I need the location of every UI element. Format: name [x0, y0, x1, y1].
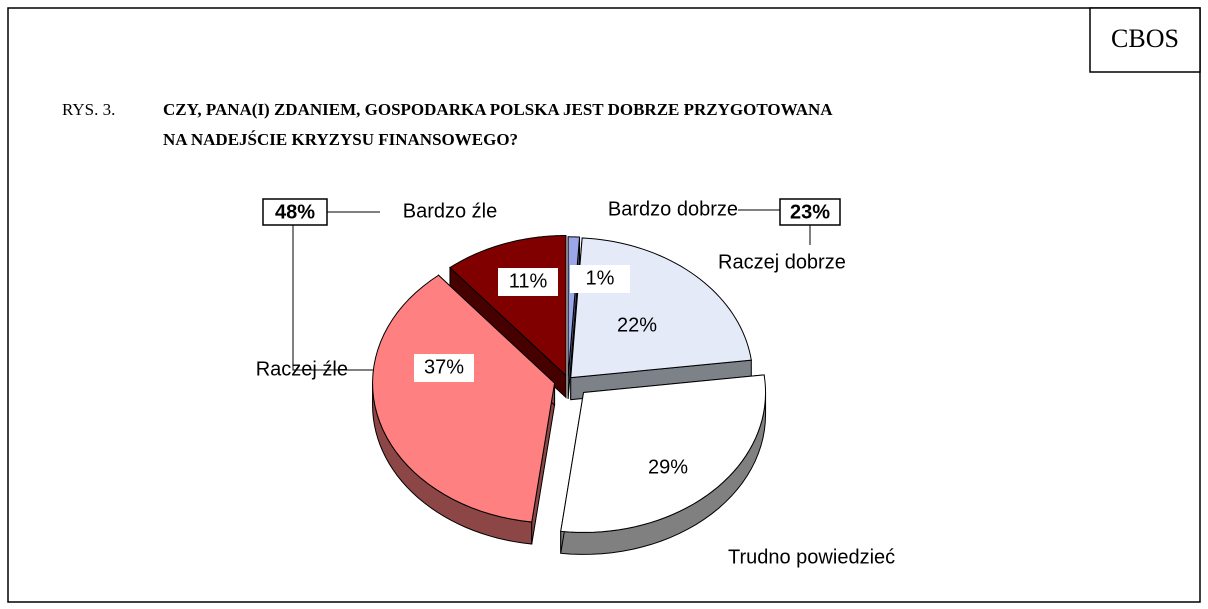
group-total: 23%: [790, 201, 830, 223]
category-label: Raczej dobrze: [718, 251, 846, 273]
category-label: Raczej źle: [256, 358, 348, 380]
category-label: Trudno powiedzieć: [728, 546, 895, 568]
value-label-bg: [414, 354, 474, 382]
source-box: [1089, 7, 1201, 73]
connector: [292, 225, 380, 371]
group-total-box: [779, 198, 841, 226]
chart-title: CZY, PANA(I) ZDANIEM, GOSPODARKA POLSKA …: [163, 100, 833, 119]
group-total-box: [262, 198, 328, 226]
category-label: Bardzo dobrze: [608, 198, 738, 220]
value-label-bg: [498, 268, 558, 296]
value-label: 29%: [648, 456, 688, 478]
pie-slice: [560, 374, 767, 533]
value-label: 1%: [586, 267, 615, 289]
value-label: 37%: [424, 356, 464, 378]
pie-slice: [372, 274, 556, 523]
value-label: 11%: [509, 270, 548, 292]
figure-number: RYS. 3.: [62, 100, 115, 119]
category-label: Bardzo źle: [403, 200, 498, 222]
source: CBOS: [1111, 24, 1179, 53]
chart-title: NA NADEJŚCIE KRYZYSU FINANSOWEGO?: [163, 130, 518, 149]
value-label: 22%: [617, 314, 657, 336]
value-label-bg: [570, 265, 630, 293]
group-total: 48%: [275, 201, 315, 223]
